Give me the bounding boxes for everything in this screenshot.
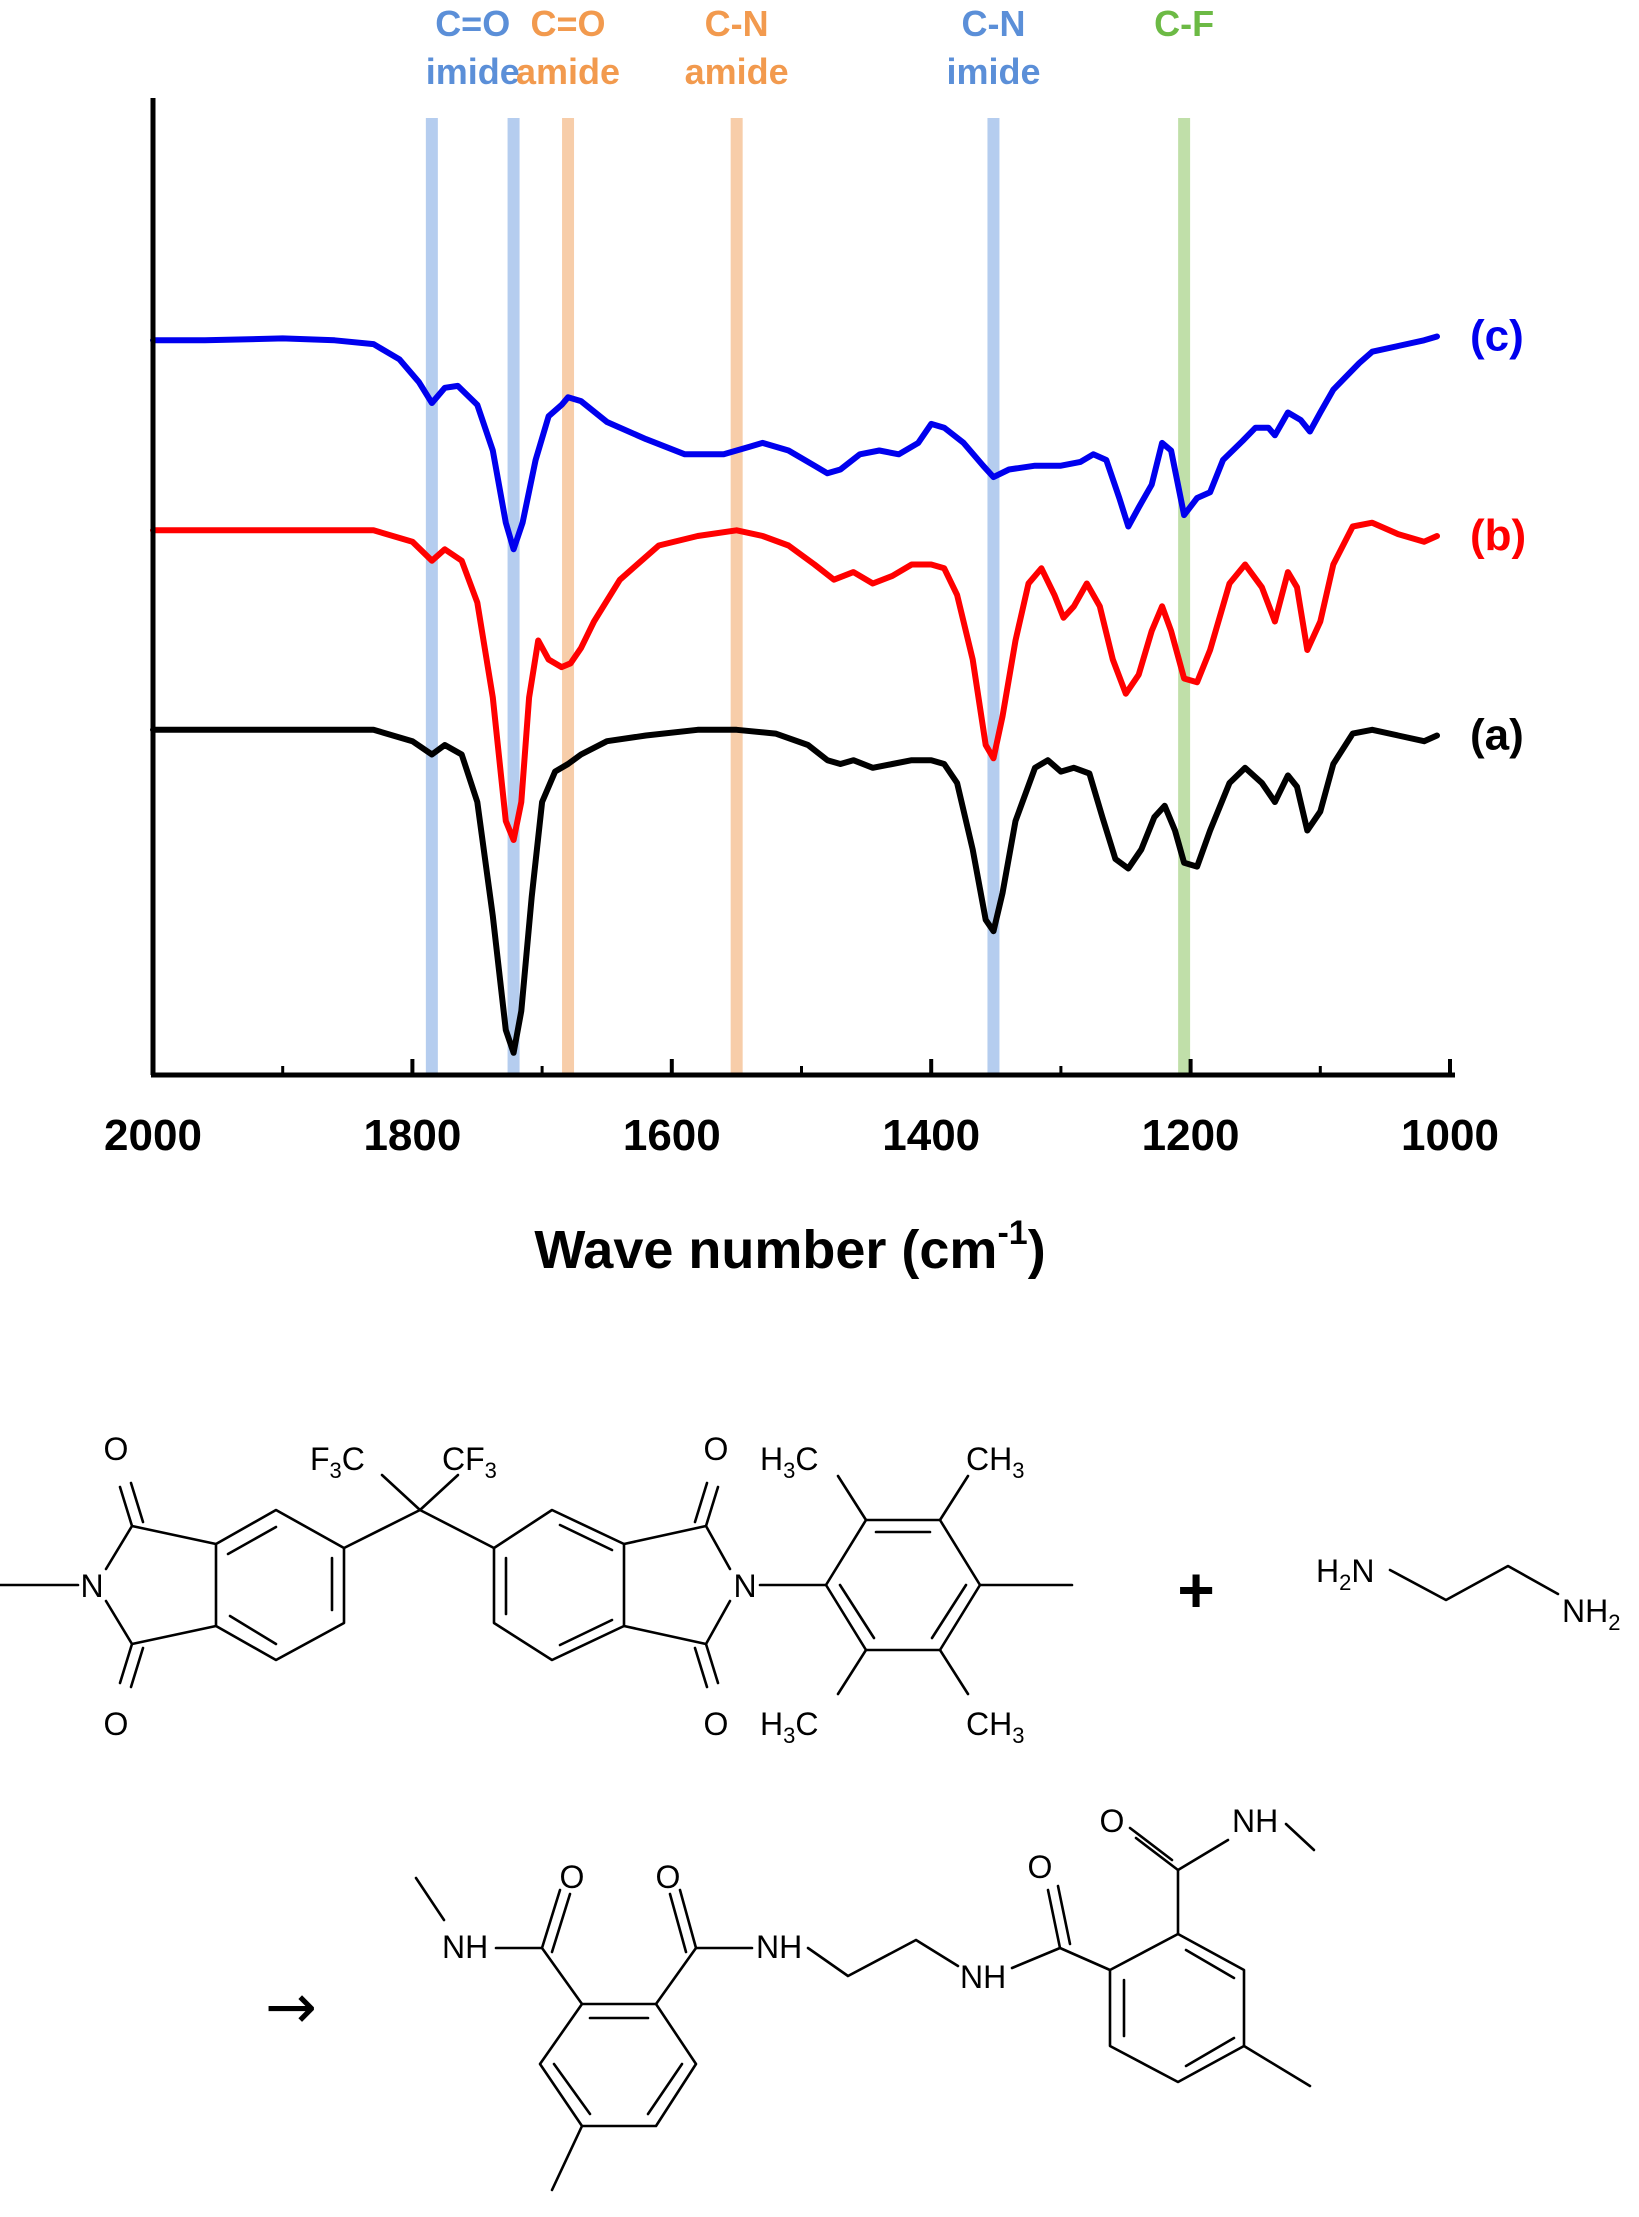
x-tick-label-1: 1800 <box>363 1111 461 1160</box>
methyl-bottom-left: H3C <box>760 1706 818 1748</box>
assignment-bands <box>425 118 1191 1073</box>
methyl-bottom-right: CH3 <box>966 1706 1024 1748</box>
spectra-series <box>150 333 1440 1056</box>
series-label-2: (a) <box>1470 711 1524 760</box>
imide-repeat-unit-structure: N N O O O O F3C CF3 H3C CH3 H3C CH3 <box>0 1431 1074 1748</box>
carbonyl-o-4: O <box>704 1706 729 1742</box>
series-line-1 <box>150 519 1440 843</box>
imide-n-right: N <box>733 1568 756 1604</box>
carbonyl-o-3: O <box>704 1431 729 1467</box>
band-label-3-line1: C-N <box>705 3 769 44</box>
series-label-1: (b) <box>1470 511 1526 560</box>
band-3 <box>730 118 743 1073</box>
plus-sign: + <box>1177 1554 1214 1626</box>
product-nh-2: NH <box>756 1929 802 1965</box>
band-label-0-line2: imide <box>426 51 520 92</box>
series-label-0: (c) <box>1470 312 1524 361</box>
cf3-left: F3C <box>310 1441 365 1483</box>
band-label-5-line1: C-F <box>1154 3 1214 44</box>
series-line-0 <box>150 333 1440 553</box>
series-line-2 <box>150 726 1440 1056</box>
band-label-3-line2: amide <box>685 51 789 92</box>
reaction-arrow: → <box>265 1970 317 2043</box>
product-o-2: O <box>656 1859 681 1895</box>
band-label-2-line1: C=O <box>531 3 606 44</box>
cf3-right: CF3 <box>442 1441 497 1483</box>
x-tick-label-5: 1000 <box>1401 1111 1499 1160</box>
band-label-0-line1: C=O <box>435 3 510 44</box>
product-o-4: O <box>1100 1803 1125 1839</box>
band-1 <box>507 118 520 1073</box>
x-tick-label-2: 1600 <box>623 1111 721 1160</box>
band-label-2-line2: amide <box>516 51 620 92</box>
ethylenediamine-structure: H2N NH2 <box>1316 1553 1620 1635</box>
x-axis-tick-labels: 2000 1800 1600 1400 1200 1000 <box>104 1111 1499 1160</box>
band-2 <box>562 118 575 1073</box>
x-tick-label-3: 1400 <box>882 1111 980 1160</box>
amide-product-structure: NH O O NH NH O O NH <box>414 1803 1316 2192</box>
band-label-4-line2: imide <box>946 51 1040 92</box>
methyl-top-right: CH3 <box>966 1441 1024 1483</box>
carbonyl-o-2: O <box>104 1706 129 1742</box>
product-o-1: O <box>560 1859 585 1895</box>
imide-n-left: N <box>80 1568 103 1604</box>
band-label-4-line1: C-N <box>961 3 1025 44</box>
x-tick-label-4: 1200 <box>1142 1111 1240 1160</box>
band-0 <box>425 118 438 1073</box>
band-5 <box>1178 118 1191 1073</box>
amine-left: H2N <box>1316 1553 1374 1595</box>
product-nh-4: NH <box>1232 1803 1278 1839</box>
x-tick-label-0: 2000 <box>104 1111 202 1160</box>
amine-right: NH2 <box>1562 1593 1620 1635</box>
carbonyl-o-1: O <box>104 1431 129 1467</box>
series-labels: (c) (b) (a) <box>1470 312 1526 760</box>
band-4 <box>987 118 1000 1073</box>
product-o-3: O <box>1028 1849 1053 1885</box>
product-nh-1: NH <box>442 1929 488 1965</box>
x-axis-ticks <box>151 1059 1452 1075</box>
x-axis-title: Wave number (cm-1) <box>534 1214 1045 1280</box>
methyl-top-left: H3C <box>760 1441 818 1483</box>
product-nh-3: NH <box>960 1959 1006 1995</box>
